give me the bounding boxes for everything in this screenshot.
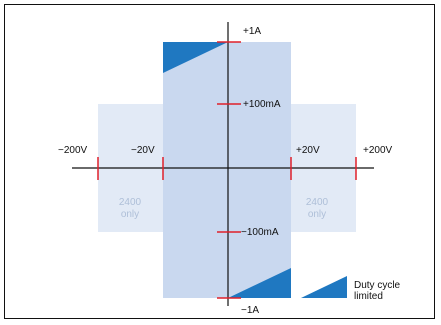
label-neg200v: −200V bbox=[58, 145, 88, 156]
label-pos20v: +20V bbox=[296, 145, 320, 156]
label-neg20v: −20V bbox=[131, 145, 155, 156]
label-pos1a: +1A bbox=[243, 26, 261, 37]
legend-line2: limited bbox=[354, 291, 383, 302]
note-left-line2: only bbox=[121, 209, 139, 220]
label-pos200v: +200V bbox=[363, 145, 393, 156]
label-neg1a: −1A bbox=[241, 305, 259, 316]
main-operating-region bbox=[163, 42, 291, 298]
duty-cycle-zone-top-left bbox=[163, 42, 228, 73]
note-right-line1: 2400 bbox=[306, 197, 329, 208]
note-right-line2: only bbox=[308, 209, 326, 220]
legend-duty-cycle-swatch bbox=[301, 276, 347, 298]
legend-line1: Duty cycle bbox=[354, 280, 401, 291]
label-pos100ma: +100mA bbox=[243, 99, 281, 110]
duty-cycle-zone-bottom-right bbox=[228, 268, 291, 298]
label-neg100ma: −100mA bbox=[241, 227, 279, 238]
note-left-line1: 2400 bbox=[119, 197, 142, 208]
